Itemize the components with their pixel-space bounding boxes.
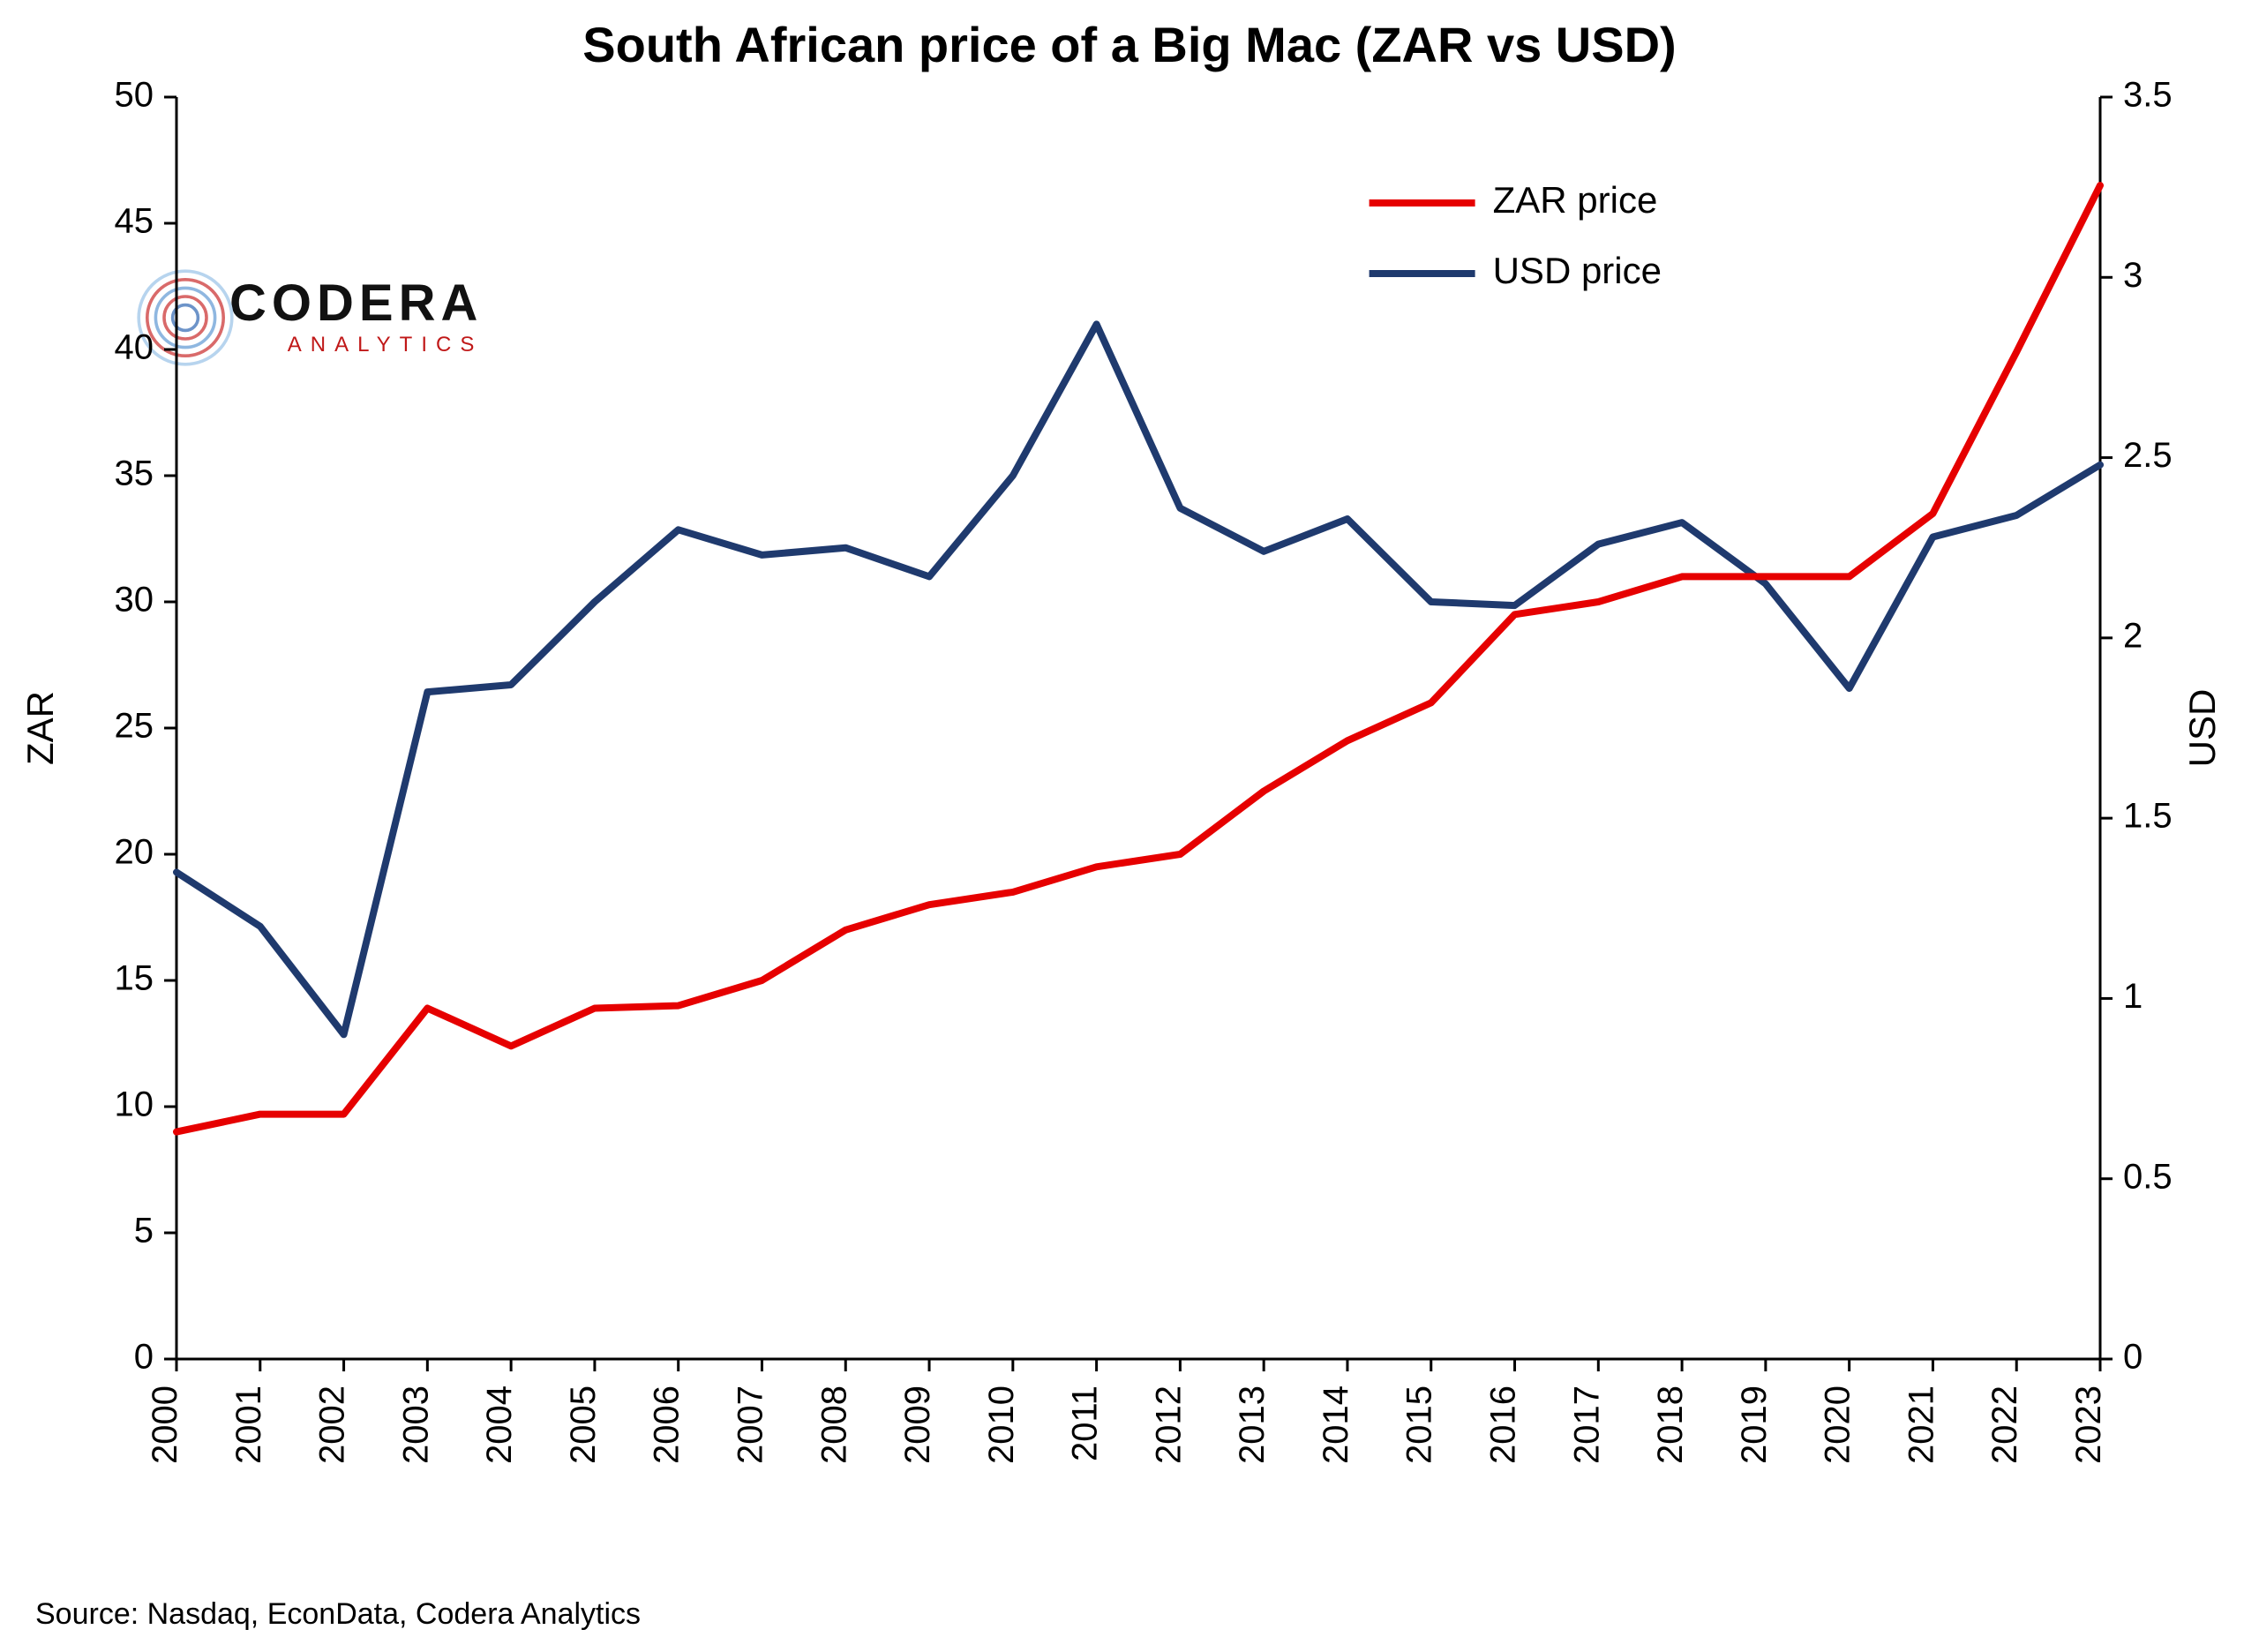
y-left-tick-label: 15 xyxy=(115,959,154,998)
x-tick-label: 2006 xyxy=(648,1385,687,1464)
x-tick-label: 2018 xyxy=(1651,1385,1690,1464)
y-left-axis-label: ZAR xyxy=(19,691,61,765)
legend: ZAR price USD price xyxy=(1370,179,1662,291)
x-tick-label: 2016 xyxy=(1484,1385,1523,1464)
y-right-tick-label: 0 xyxy=(2123,1338,2143,1377)
x-tick-label: 2023 xyxy=(2069,1385,2108,1464)
y-right-tick-label: 2.5 xyxy=(2123,436,2173,475)
y-left-tick-label: 45 xyxy=(115,202,154,241)
x-tick-label: 2009 xyxy=(898,1385,937,1464)
x-tick-label: 2002 xyxy=(313,1385,352,1464)
y-right-tick-label: 0.5 xyxy=(2123,1157,2173,1196)
x-tick-label: 2014 xyxy=(1317,1385,1355,1464)
x-tick-label: 2020 xyxy=(1819,1385,1857,1464)
legend-label-zar: ZAR price xyxy=(1493,179,1658,221)
x-tick-label: 2019 xyxy=(1735,1385,1774,1464)
x-tick-label: 2005 xyxy=(564,1385,603,1464)
x-tick-label: 2007 xyxy=(731,1385,769,1464)
x-tick-label: 2013 xyxy=(1233,1385,1272,1464)
y-right-axis-label: USD xyxy=(2181,689,2223,768)
x-tick-label: 2001 xyxy=(229,1385,268,1464)
y-left-tick-label: 40 xyxy=(115,328,154,367)
chart-container: { "title": "South African price of a Big… xyxy=(0,0,2259,1652)
source-caption: Source: Nasdaq, EconData, Codera Analyti… xyxy=(35,1597,641,1632)
x-tick-label: 2010 xyxy=(982,1385,1021,1464)
y-left-tick-label: 35 xyxy=(115,454,154,493)
y-right-tick-label: 1.5 xyxy=(2123,797,2173,836)
y-left-tick-label: 20 xyxy=(115,833,154,872)
y-right-tick-label: 1 xyxy=(2123,977,2143,1016)
y-left-tick-label: 5 xyxy=(134,1212,154,1250)
y-right-tick-label: 3 xyxy=(2123,256,2143,295)
x-tick-label: 2003 xyxy=(396,1385,435,1464)
x-tick-label: 2012 xyxy=(1149,1385,1188,1464)
usd-price-line xyxy=(176,324,2100,1034)
x-tick-label: 2022 xyxy=(1985,1385,2024,1464)
y-left-tick-label: 10 xyxy=(115,1085,154,1124)
x-tick-label: 2011 xyxy=(1066,1385,1105,1461)
y-left-tick-label: 50 xyxy=(115,76,154,115)
x-tick-label: 2000 xyxy=(146,1385,184,1464)
line-chart: 0 5 10 15 20 25 30 35 40 45 50 0 0.5 1 1.5 2 2.5 3 3.5 2000… xyxy=(0,0,2259,1652)
y-left-tick-label: 30 xyxy=(115,581,154,620)
y-left-tick-label: 25 xyxy=(115,707,154,746)
zar-price-line xyxy=(176,185,2100,1132)
y-right-tick-label: 2 xyxy=(2123,616,2143,655)
x-tick-label: 2004 xyxy=(480,1385,519,1464)
x-tick-label: 2021 xyxy=(1902,1385,1940,1464)
y-right-tick-label: 3.5 xyxy=(2123,76,2173,115)
x-tick-label: 2015 xyxy=(1400,1385,1439,1464)
x-tick-label: 2017 xyxy=(1567,1385,1606,1464)
x-tick-label: 2008 xyxy=(814,1385,853,1464)
y-left-tick-label: 0 xyxy=(134,1338,154,1377)
legend-label-usd: USD price xyxy=(1493,250,1662,291)
